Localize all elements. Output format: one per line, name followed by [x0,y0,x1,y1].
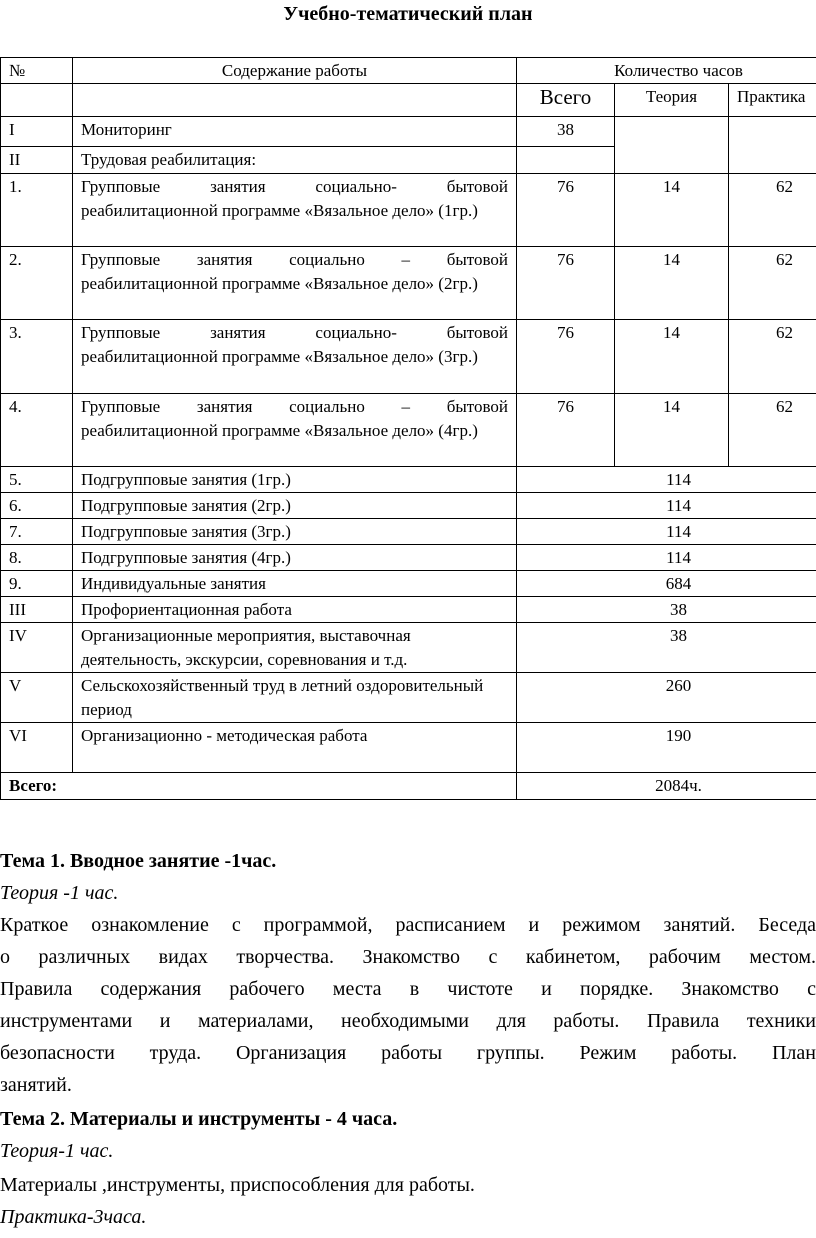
topic-2-practice: Практика-3часа. [0,1206,147,1228]
topic-1-text-line: Правила содержания рабочего места в чист… [0,978,816,1000]
row-content: Организационные мероприятия, выставочная… [72,622,517,673]
row-content: Групповые занятия социально- бытовой реа… [72,173,517,247]
row-theory: 14 [614,319,729,394]
row-content: Организационно - методическая работа [72,722,517,773]
grand-total-row: Всего: 2084ч. [0,772,816,800]
topic-1-theory: Теория -1 час. [0,882,119,904]
row-total: 114 [515,466,816,493]
row-number: V [0,672,73,723]
row-number: IV [0,622,73,673]
table-row: 4. Групповые занятия социально – бытовой … [0,393,816,467]
table-row: III Профориентационная работа 38 [0,596,816,623]
row-content: Профориентационная работа [72,596,517,623]
row-total: 260 [515,672,816,723]
row-content: Подгрупповые занятия (3гр.) [72,518,517,545]
table-row: 5. Подгрупповые занятия (1гр.) 114 [0,466,816,493]
row-practice: 62 [727,246,816,320]
row-content: Мониторинг [72,116,517,147]
row-number: 2. [0,246,73,320]
header-theory: Теория [614,83,729,117]
row-number: I [0,116,73,147]
row-content: Подгрупповые занятия (2гр.) [72,492,517,519]
row-total: 190 [515,722,816,773]
topic-1-text-line: инструментами и материалами, необходимым… [0,1010,816,1032]
row-content: Подгрупповые занятия (4гр.) [72,544,517,571]
row-total: 114 [515,544,816,571]
row-number: VI [0,722,73,773]
topics-section: Тема 1. Вводное занятие -1час. Теория -1… [0,845,816,1233]
table-row: VI Организационно - методическая работа 19… [0,722,816,773]
row-theory: 14 [614,246,729,320]
topic-1-text-line: о различных видах творчества. Знакомство… [0,946,816,968]
header-content: Содержание работы [72,57,517,84]
row-content: Групповые занятия социально – бытовой ре… [72,246,517,320]
table-row: 3. Групповые занятия социально- бытовой р… [0,319,816,394]
row-number: 3. [0,319,73,394]
row-number: 5. [0,466,73,493]
row-number: 7. [0,518,73,545]
header-row: № Содержание работы Количество часов [0,57,816,84]
row-theory: 14 [614,173,729,247]
table-row: 6. Подгрупповые занятия (2гр.) 114 [0,492,816,519]
row-practice: 62 [727,393,816,467]
curriculum-table: № Содержание работы Количество часов Все… [0,57,816,800]
row-total: 38 [515,622,816,673]
row-number: III [0,596,73,623]
grand-total-label: Всего: [0,772,517,800]
topic-1-heading: Тема 1. Вводное занятие -1час. [0,850,277,872]
row-total: 76 [516,319,615,394]
topic-1-text-line: Краткое ознакомление с программой, распи… [0,914,816,936]
table-row: IV Организационные мероприятия, выставочн… [0,622,816,673]
grand-total-value: 2084ч. [515,772,816,800]
row-number: 6. [0,492,73,519]
row-total: 76 [516,173,615,247]
row-number: II [0,146,73,174]
topic-2-text: Материалы ,инструменты, приспособления д… [0,1174,475,1196]
table-row: 8. Подгрупповые занятия (4гр.) 114 [0,544,816,571]
row-content: Групповые занятия социально – бытовой ре… [72,393,517,467]
row-total [516,146,615,174]
topic-2-heading: Тема 2. Материалы и инструменты - 4 часа… [0,1108,398,1130]
topic-1-text-line: безопасности труда. Организация работы г… [0,1042,816,1064]
row-content: Подгрупповые занятия (1гр.) [72,466,517,493]
subheader-row: Всего Теория Практика [0,83,816,117]
row-practice: 62 [727,173,816,247]
header-num: № [0,57,73,84]
row-number: 8. [0,544,73,571]
row-practice: 62 [727,319,816,394]
topic-1-text-line: занятий. [0,1074,72,1096]
header-hours: Количество часов [515,57,816,84]
row-theory: 14 [614,393,729,467]
header-practice: Практика [727,83,816,117]
row-total: 114 [515,518,816,545]
row-content: Групповые занятия социально- бытовой реа… [72,319,517,394]
row-content: Трудовая реабилитация: [72,146,517,174]
header-total: Всего [516,83,615,117]
row-total: 114 [515,492,816,519]
row-content: Индивидуальные занятия [72,570,517,597]
table-row: 2. Групповые занятия социально – бытовой … [0,246,816,320]
row-total: 38 [516,116,615,147]
row-number: 1. [0,173,73,247]
table-row: 1. Групповые занятия социально- бытовой р… [0,173,816,247]
table-row: V Сельскохозяйственный труд в летний оздо… [0,672,816,723]
row-total: 38 [515,596,816,623]
table-row: I Мониторинг 38 [0,116,816,174]
topic-2-theory: Теория-1 час. [0,1140,114,1162]
row-total: 76 [516,246,615,320]
row-total: 76 [516,393,615,467]
row-number: 4. [0,393,73,467]
table-row: 7. Подгрупповые занятия (3гр.) 114 [0,518,816,545]
page-title: Учебно-тематический план [283,3,533,25]
row-number: 9. [0,570,73,597]
table-row: 9. Индивидуальные занятия 684 [0,570,816,597]
row-total: 684 [515,570,816,597]
row-content: Сельскохозяйственный труд в летний оздор… [72,672,517,723]
